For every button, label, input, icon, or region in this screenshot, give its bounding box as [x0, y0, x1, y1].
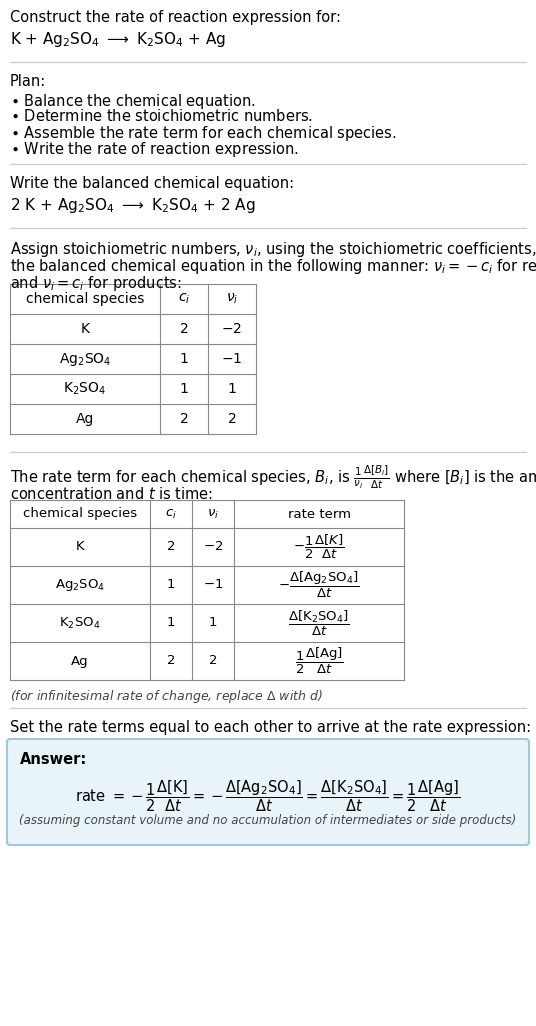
Text: $\nu_i$: $\nu_i$: [226, 291, 238, 306]
Text: $\nu_i$: $\nu_i$: [207, 508, 219, 520]
Text: 2 K + Ag$_2$SO$_4$ $\longrightarrow$ K$_2$SO$_4$ + 2 Ag: 2 K + Ag$_2$SO$_4$ $\longrightarrow$ K$_…: [10, 196, 256, 215]
Text: $-\dfrac{\Delta[\mathrm{Ag}_2\mathrm{SO}_4]}{\Delta t}$: $-\dfrac{\Delta[\mathrm{Ag}_2\mathrm{SO}…: [278, 569, 360, 600]
Text: $-1$: $-1$: [221, 352, 243, 366]
Text: $\bullet$ Determine the stoichiometric numbers.: $\bullet$ Determine the stoichiometric n…: [10, 108, 313, 124]
Text: K$_2$SO$_4$: K$_2$SO$_4$: [59, 616, 101, 631]
Text: 1: 1: [209, 617, 217, 630]
Text: $-2$: $-2$: [221, 322, 242, 336]
Text: Ag$_2$SO$_4$: Ag$_2$SO$_4$: [59, 351, 111, 367]
Text: Ag: Ag: [76, 412, 94, 426]
Text: Assign stoichiometric numbers, $\nu_i$, using the stoichiometric coefficients, $: Assign stoichiometric numbers, $\nu_i$, …: [10, 240, 536, 259]
Text: Plan:: Plan:: [10, 74, 46, 89]
Text: 2: 2: [228, 412, 236, 426]
Text: 1: 1: [228, 382, 236, 396]
Text: and $\nu_i = c_i$ for products:: and $\nu_i = c_i$ for products:: [10, 274, 182, 293]
Text: Ag$_2$SO$_4$: Ag$_2$SO$_4$: [55, 577, 105, 593]
Text: 2: 2: [167, 541, 175, 553]
Text: $-2$: $-2$: [203, 541, 223, 553]
Text: 2: 2: [209, 655, 217, 668]
Text: $\dfrac{1}{2}\dfrac{\Delta[\mathrm{Ag}]}{\Delta t}$: $\dfrac{1}{2}\dfrac{\Delta[\mathrm{Ag}]}…: [294, 646, 344, 676]
Text: 2: 2: [180, 412, 188, 426]
FancyBboxPatch shape: [7, 739, 529, 845]
Text: $-\dfrac{1}{2}\dfrac{\Delta[K]}{\Delta t}$: $-\dfrac{1}{2}\dfrac{\Delta[K]}{\Delta t…: [293, 532, 345, 561]
Text: the balanced chemical equation in the following manner: $\nu_i = -c_i$ for react: the balanced chemical equation in the fo…: [10, 256, 536, 276]
Text: Ag: Ag: [71, 655, 89, 668]
Text: $c_i$: $c_i$: [178, 291, 190, 306]
Text: $\bullet$ Balance the chemical equation.: $\bullet$ Balance the chemical equation.: [10, 92, 256, 111]
Text: Set the rate terms equal to each other to arrive at the rate expression:: Set the rate terms equal to each other t…: [10, 720, 531, 735]
Text: $\dfrac{\Delta[\mathrm{K}_2\mathrm{SO}_4]}{\Delta t}$: $\dfrac{\Delta[\mathrm{K}_2\mathrm{SO}_4…: [288, 608, 350, 637]
Text: chemical species: chemical species: [23, 508, 137, 520]
Text: 1: 1: [180, 352, 189, 366]
Text: (for infinitesimal rate of change, replace $\Delta$ with $d$): (for infinitesimal rate of change, repla…: [10, 688, 323, 705]
Text: concentration and $t$ is time:: concentration and $t$ is time:: [10, 486, 213, 502]
Text: $\bullet$ Write the rate of reaction expression.: $\bullet$ Write the rate of reaction exp…: [10, 140, 299, 159]
Text: $\bullet$ Assemble the rate term for each chemical species.: $\bullet$ Assemble the rate term for eac…: [10, 124, 397, 143]
Text: chemical species: chemical species: [26, 292, 144, 306]
Text: Answer:: Answer:: [20, 752, 87, 767]
Text: K$_2$SO$_4$: K$_2$SO$_4$: [63, 381, 107, 397]
Text: The rate term for each chemical species, $B_i$, is $\frac{1}{\nu_i}\frac{\Delta[: The rate term for each chemical species,…: [10, 464, 536, 491]
Text: 1: 1: [167, 617, 175, 630]
Text: 1: 1: [167, 579, 175, 592]
Text: 2: 2: [180, 322, 188, 336]
Text: Construct the rate of reaction expression for:: Construct the rate of reaction expressio…: [10, 10, 341, 25]
Text: K: K: [80, 322, 90, 336]
Text: $-1$: $-1$: [203, 579, 223, 592]
Text: K + Ag$_2$SO$_4$ $\longrightarrow$ K$_2$SO$_4$ + Ag: K + Ag$_2$SO$_4$ $\longrightarrow$ K$_2$…: [10, 30, 226, 49]
Text: $c_i$: $c_i$: [165, 508, 177, 520]
Text: rate $= -\dfrac{1}{2}\dfrac{\Delta[\mathrm{K}]}{\Delta t} = -\dfrac{\Delta[\math: rate $= -\dfrac{1}{2}\dfrac{\Delta[\math…: [76, 778, 460, 814]
Text: Write the balanced chemical equation:: Write the balanced chemical equation:: [10, 176, 294, 191]
Text: 1: 1: [180, 382, 189, 396]
Text: (assuming constant volume and no accumulation of intermediates or side products): (assuming constant volume and no accumul…: [19, 814, 517, 827]
Text: 2: 2: [167, 655, 175, 668]
Text: rate term: rate term: [287, 508, 351, 520]
Text: K: K: [76, 541, 84, 553]
